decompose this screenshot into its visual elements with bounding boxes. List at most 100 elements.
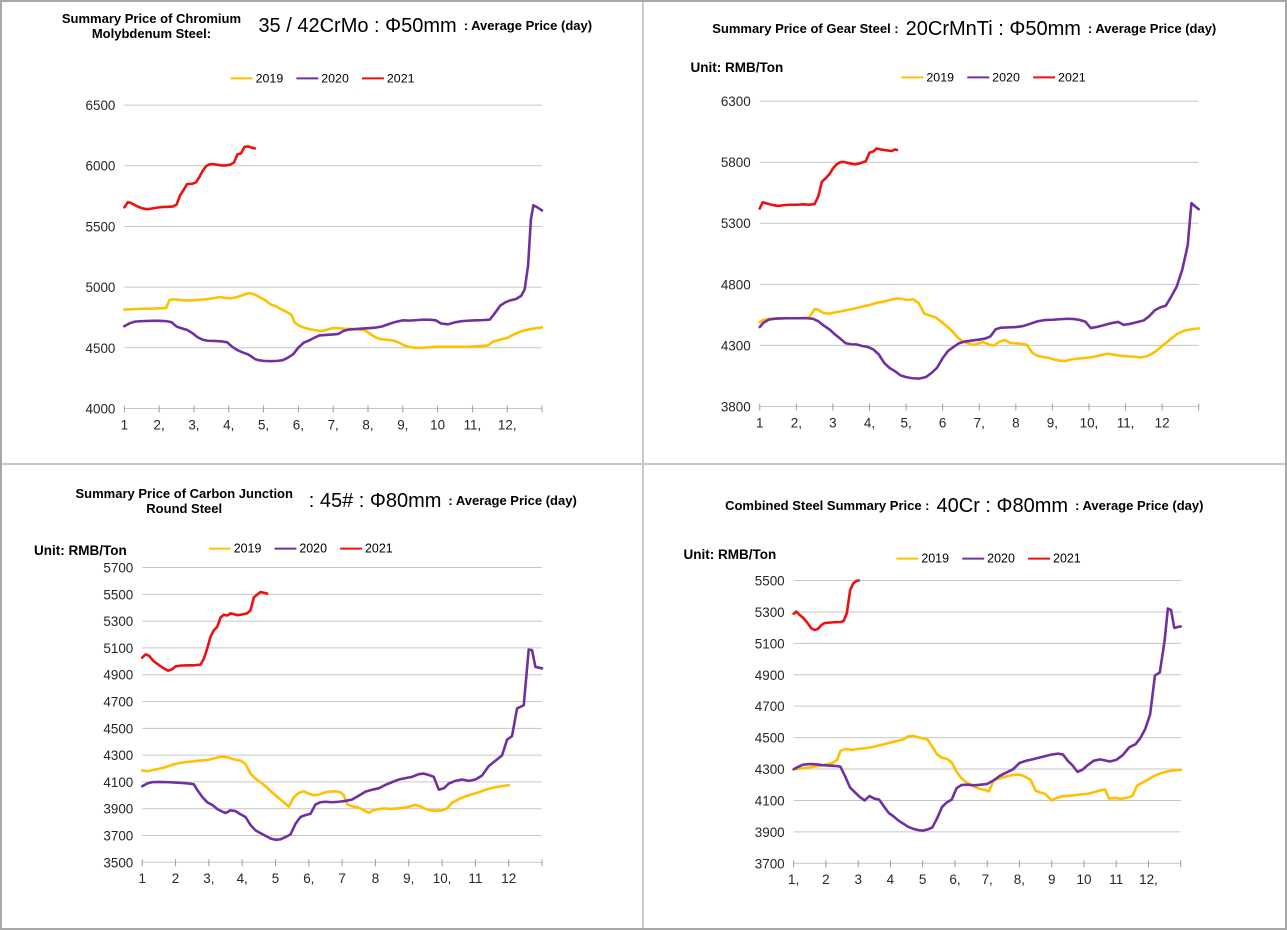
y-axis-tick-label: 4800 xyxy=(720,277,750,292)
chart-title-suffix: : Average Price (day) xyxy=(448,493,577,509)
chart-title: Summary Price of Carbon Junction Round S… xyxy=(2,486,642,517)
x-axis-tick-label: 10, xyxy=(433,871,452,886)
x-axis-tick-label: 1 xyxy=(121,417,128,432)
chart-panel-combined-steel: Combined Steel Summary Price : 40Cr : Φ8… xyxy=(643,465,1286,928)
legend-label-2019: 2019 xyxy=(921,552,949,566)
x-axis-tick-label: 4 xyxy=(886,872,894,887)
y-axis-tick-label: 3900 xyxy=(754,825,784,840)
x-axis-tick-label: 7, xyxy=(973,415,984,430)
series-line-2021 xyxy=(123,145,257,211)
x-axis-tick-label: 10 xyxy=(1076,872,1091,887)
y-axis-tick-label: 5800 xyxy=(720,155,750,170)
x-axis-tick-label: 5, xyxy=(900,415,911,430)
x-axis-tick-label: 12 xyxy=(1154,415,1169,430)
series-line-2020 xyxy=(791,607,1182,832)
y-axis-tick-label: 4700 xyxy=(754,699,784,714)
y-axis-tick-label: 5700 xyxy=(103,561,133,576)
x-axis-tick-label: 9, xyxy=(403,871,414,886)
series-line-2020 xyxy=(140,648,544,842)
y-axis-tick-label: 4000 xyxy=(86,401,116,416)
y-axis-tick-label: 5500 xyxy=(103,587,133,602)
y-axis-tick-label: 6000 xyxy=(86,159,116,174)
x-axis-tick-label: 8, xyxy=(1013,872,1024,887)
x-axis-tick-label: 12 xyxy=(501,871,516,886)
x-axis-tick-label: 11 xyxy=(468,871,482,886)
y-axis-tick-label: 6500 xyxy=(86,98,116,113)
series-line-2020 xyxy=(123,203,544,363)
y-axis-tick-label: 4300 xyxy=(754,762,784,777)
unit-label: Unit: RMB/Ton xyxy=(690,60,784,75)
x-axis-tick-label: 7 xyxy=(338,871,345,886)
x-axis-tick-label: 2 xyxy=(172,871,179,886)
y-axis-tick-label: 4500 xyxy=(103,721,133,736)
x-axis-tick-label: 5 xyxy=(918,872,925,887)
x-axis-tick-label: 11, xyxy=(464,417,482,432)
chart-panel-carbon-junction-round-steel: Summary Price of Carbon Junction Round S… xyxy=(2,465,644,928)
y-axis-tick-label: 6300 xyxy=(720,94,750,109)
legend-label-2019: 2019 xyxy=(234,542,262,556)
chart-title: Summary Price of Chromium Molybdenum Ste… xyxy=(2,11,642,42)
chart-title-suffix: : Average Price (day) xyxy=(463,18,593,34)
x-axis-tick-label: 4, xyxy=(237,871,248,886)
line-chart: 6300 5800 5300 4800 4300 3800 1 2, 3 4, 5, 6 7, 8 9, 10… xyxy=(720,70,1200,430)
x-axis-tick-label: 2 xyxy=(822,872,829,887)
y-axis-tick-label: 3700 xyxy=(754,856,784,871)
y-axis-tick-label: 3500 xyxy=(103,855,133,870)
y-axis-tick-label: 4300 xyxy=(720,338,750,353)
series-line-2019 xyxy=(791,734,1182,802)
chart-title: Summary Price of Gear Steel : 20CrMnTi :… xyxy=(644,18,1286,41)
chart-title-prefix: Summary Price of Chromium Molybdenum Ste… xyxy=(61,11,242,41)
y-axis-tick-label: 4900 xyxy=(103,668,133,683)
x-axis-tick-label: 3, xyxy=(203,871,214,886)
legend-label-2020: 2020 xyxy=(321,71,349,85)
chart-title-spec: 35 / 42CrMo : Φ50mm xyxy=(258,15,457,38)
legend-label-2020: 2020 xyxy=(987,552,1015,566)
x-axis-tick-label: 6, xyxy=(293,417,304,432)
chart-title-suffix: : Average Price (day) xyxy=(1087,21,1217,37)
y-axis-tick-label: 3800 xyxy=(720,399,750,414)
y-axis-tick-label: 5300 xyxy=(103,614,133,629)
line-chart: 5700 5500 5300 5100 4900 4700 4500 4300 4100 3900… xyxy=(103,542,544,886)
x-axis-tick-label: 7, xyxy=(981,872,992,887)
chart-title: Combined Steel Summary Price : 40Cr : Φ8… xyxy=(644,495,1286,518)
chart-title-spec: 40Cr : Φ80mm xyxy=(936,495,1069,517)
chart-title-spec: 20CrMnTi : Φ50mm xyxy=(905,18,1081,40)
y-axis-tick-label: 5000 xyxy=(86,280,116,295)
x-axis-tick-label: 8 xyxy=(1012,415,1019,430)
x-axis-tick-label: 1, xyxy=(788,872,799,887)
chart-title-prefix: Combined Steel Summary Price : xyxy=(725,498,930,514)
x-axis-tick-label: 11 xyxy=(1109,872,1123,887)
y-axis-tick-label: 4100 xyxy=(103,775,133,790)
y-axis-tick-label: 3700 xyxy=(103,828,133,843)
legend-label-2021: 2021 xyxy=(365,542,393,556)
y-axis-tick-label: 3900 xyxy=(103,802,133,817)
x-axis-tick-label: 3 xyxy=(829,415,836,430)
legend-label-2020: 2020 xyxy=(992,70,1020,84)
legend-label-2020: 2020 xyxy=(299,542,327,556)
y-axis-tick-label: 5300 xyxy=(754,605,784,620)
y-axis-tick-label: 5500 xyxy=(86,219,116,234)
x-axis-tick-label: 7, xyxy=(328,417,339,432)
y-axis-tick-label: 4900 xyxy=(754,668,784,683)
x-axis-tick-label: 11, xyxy=(1116,415,1134,430)
legend-label-2019: 2019 xyxy=(926,70,954,84)
y-axis-tick-label: 5500 xyxy=(754,573,784,588)
legend-label-2021: 2021 xyxy=(1053,552,1081,566)
x-axis-tick-label: 5, xyxy=(258,417,269,432)
x-axis-tick-label: 6, xyxy=(303,871,314,886)
series-line-2020 xyxy=(757,201,1200,380)
chart-title-prefix: Summary Price of Gear Steel : xyxy=(712,21,899,37)
unit-label: Unit: RMB/Ton xyxy=(34,543,127,558)
x-axis-tick-label: 1 xyxy=(755,415,762,430)
series-line-2021 xyxy=(140,590,269,673)
legend-label-2019: 2019 xyxy=(256,71,284,85)
x-axis-tick-label: 5 xyxy=(272,871,279,886)
chart-title-suffix: : Average Price (day) xyxy=(1075,498,1204,514)
line-chart: 5500 5300 5100 4900 4700 4500 4300 4100 3900 3700… xyxy=(754,552,1182,887)
y-axis-tick-label: 5100 xyxy=(754,636,784,651)
series-line-2021 xyxy=(757,147,898,210)
y-axis-tick-label: 4500 xyxy=(86,341,116,356)
x-axis-tick-label: 6 xyxy=(938,415,945,430)
